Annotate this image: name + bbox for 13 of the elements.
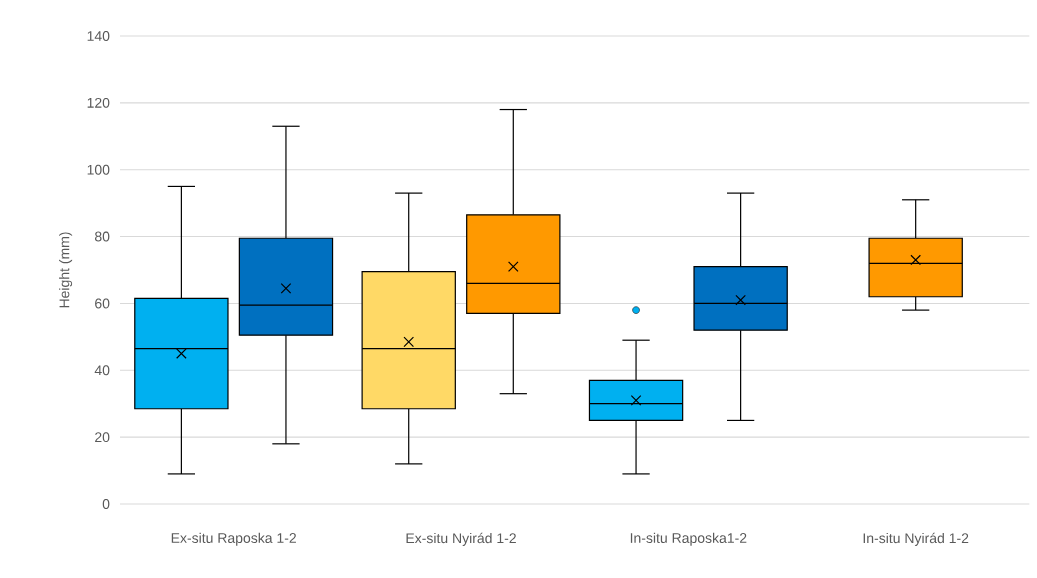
x-tick-label: In-situ Nyirád 1-2 xyxy=(863,532,969,546)
y-tick-label: 20 xyxy=(95,432,110,443)
x-tick-label: In-situ Raposka1-2 xyxy=(630,532,747,546)
x-tick-label: Ex-situ Raposka 1-2 xyxy=(171,532,296,546)
y-tick-label: 120 xyxy=(87,97,110,108)
y-axis-title: Height (mm) xyxy=(59,232,73,308)
y-tick-label: 140 xyxy=(87,31,110,41)
x-tick-label: Ex-situ Nyirád 1-2 xyxy=(406,532,516,546)
y-tick-label: 60 xyxy=(95,298,110,309)
y-tick-label: 40 xyxy=(94,365,110,376)
y-tick-label: 80 xyxy=(94,231,110,242)
y-tick-label: 0 xyxy=(102,499,110,509)
y-tick-label: 100 xyxy=(87,164,110,175)
